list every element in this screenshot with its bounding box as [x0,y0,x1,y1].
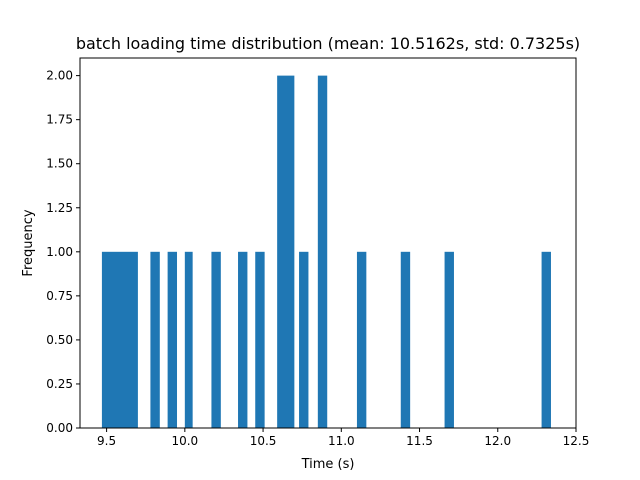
histogram-bar-3 [184,251,193,428]
y-axis: 0.00 0.25 0.50 0.75 1.00 1.25 1.50 1.75 2.00 [46,69,80,435]
x-axis-label: Time (s) [301,457,355,472]
x-tick-label: 11.0 [328,434,355,448]
y-tick-label: 1.75 [46,113,73,127]
y-tick-label: 0.25 [46,377,73,391]
y-tick-label: 0.00 [46,421,73,435]
y-tick-label: 1.25 [46,201,73,215]
x-axis: 9.5 10.0 10.5 11.0 11.5 12.0 12.5 [97,428,589,448]
x-tick-label: 12.0 [484,434,511,448]
histogram-bar-2 [167,251,178,428]
chart-title: batch loading time distribution (mean: 1… [76,34,580,53]
y-axis-label: Frequency [21,209,36,276]
histogram-bar-13 [541,251,551,428]
y-tick-label: 0.50 [46,333,73,347]
x-tick-label: 10.0 [171,434,198,448]
y-tick-label: 1.00 [46,245,73,259]
histogram-bar-6 [255,251,265,428]
x-tick-label: 12.5 [563,434,590,448]
histogram-bar-7 [277,75,295,429]
histogram-bar-4 [211,251,221,428]
bars-group [101,75,551,429]
histogram-bar-1 [150,251,160,428]
histogram-bar-5 [238,251,248,428]
histogram-bar-10 [356,251,367,428]
y-tick-label: 0.75 [46,289,73,303]
x-tick-label: 11.5 [406,434,433,448]
x-tick-label: 10.5 [250,434,277,448]
histogram-bar-9 [317,75,328,429]
histogram-bar-12 [444,251,454,428]
histogram-bar-0 [101,251,138,428]
plot-frame [79,57,577,429]
y-tick-label: 1.50 [46,157,73,171]
y-tick-label: 2.00 [46,69,73,83]
histogram-bar-11 [400,251,411,428]
histogram-bar-8 [299,251,309,428]
x-tick-label: 9.5 [97,434,116,448]
